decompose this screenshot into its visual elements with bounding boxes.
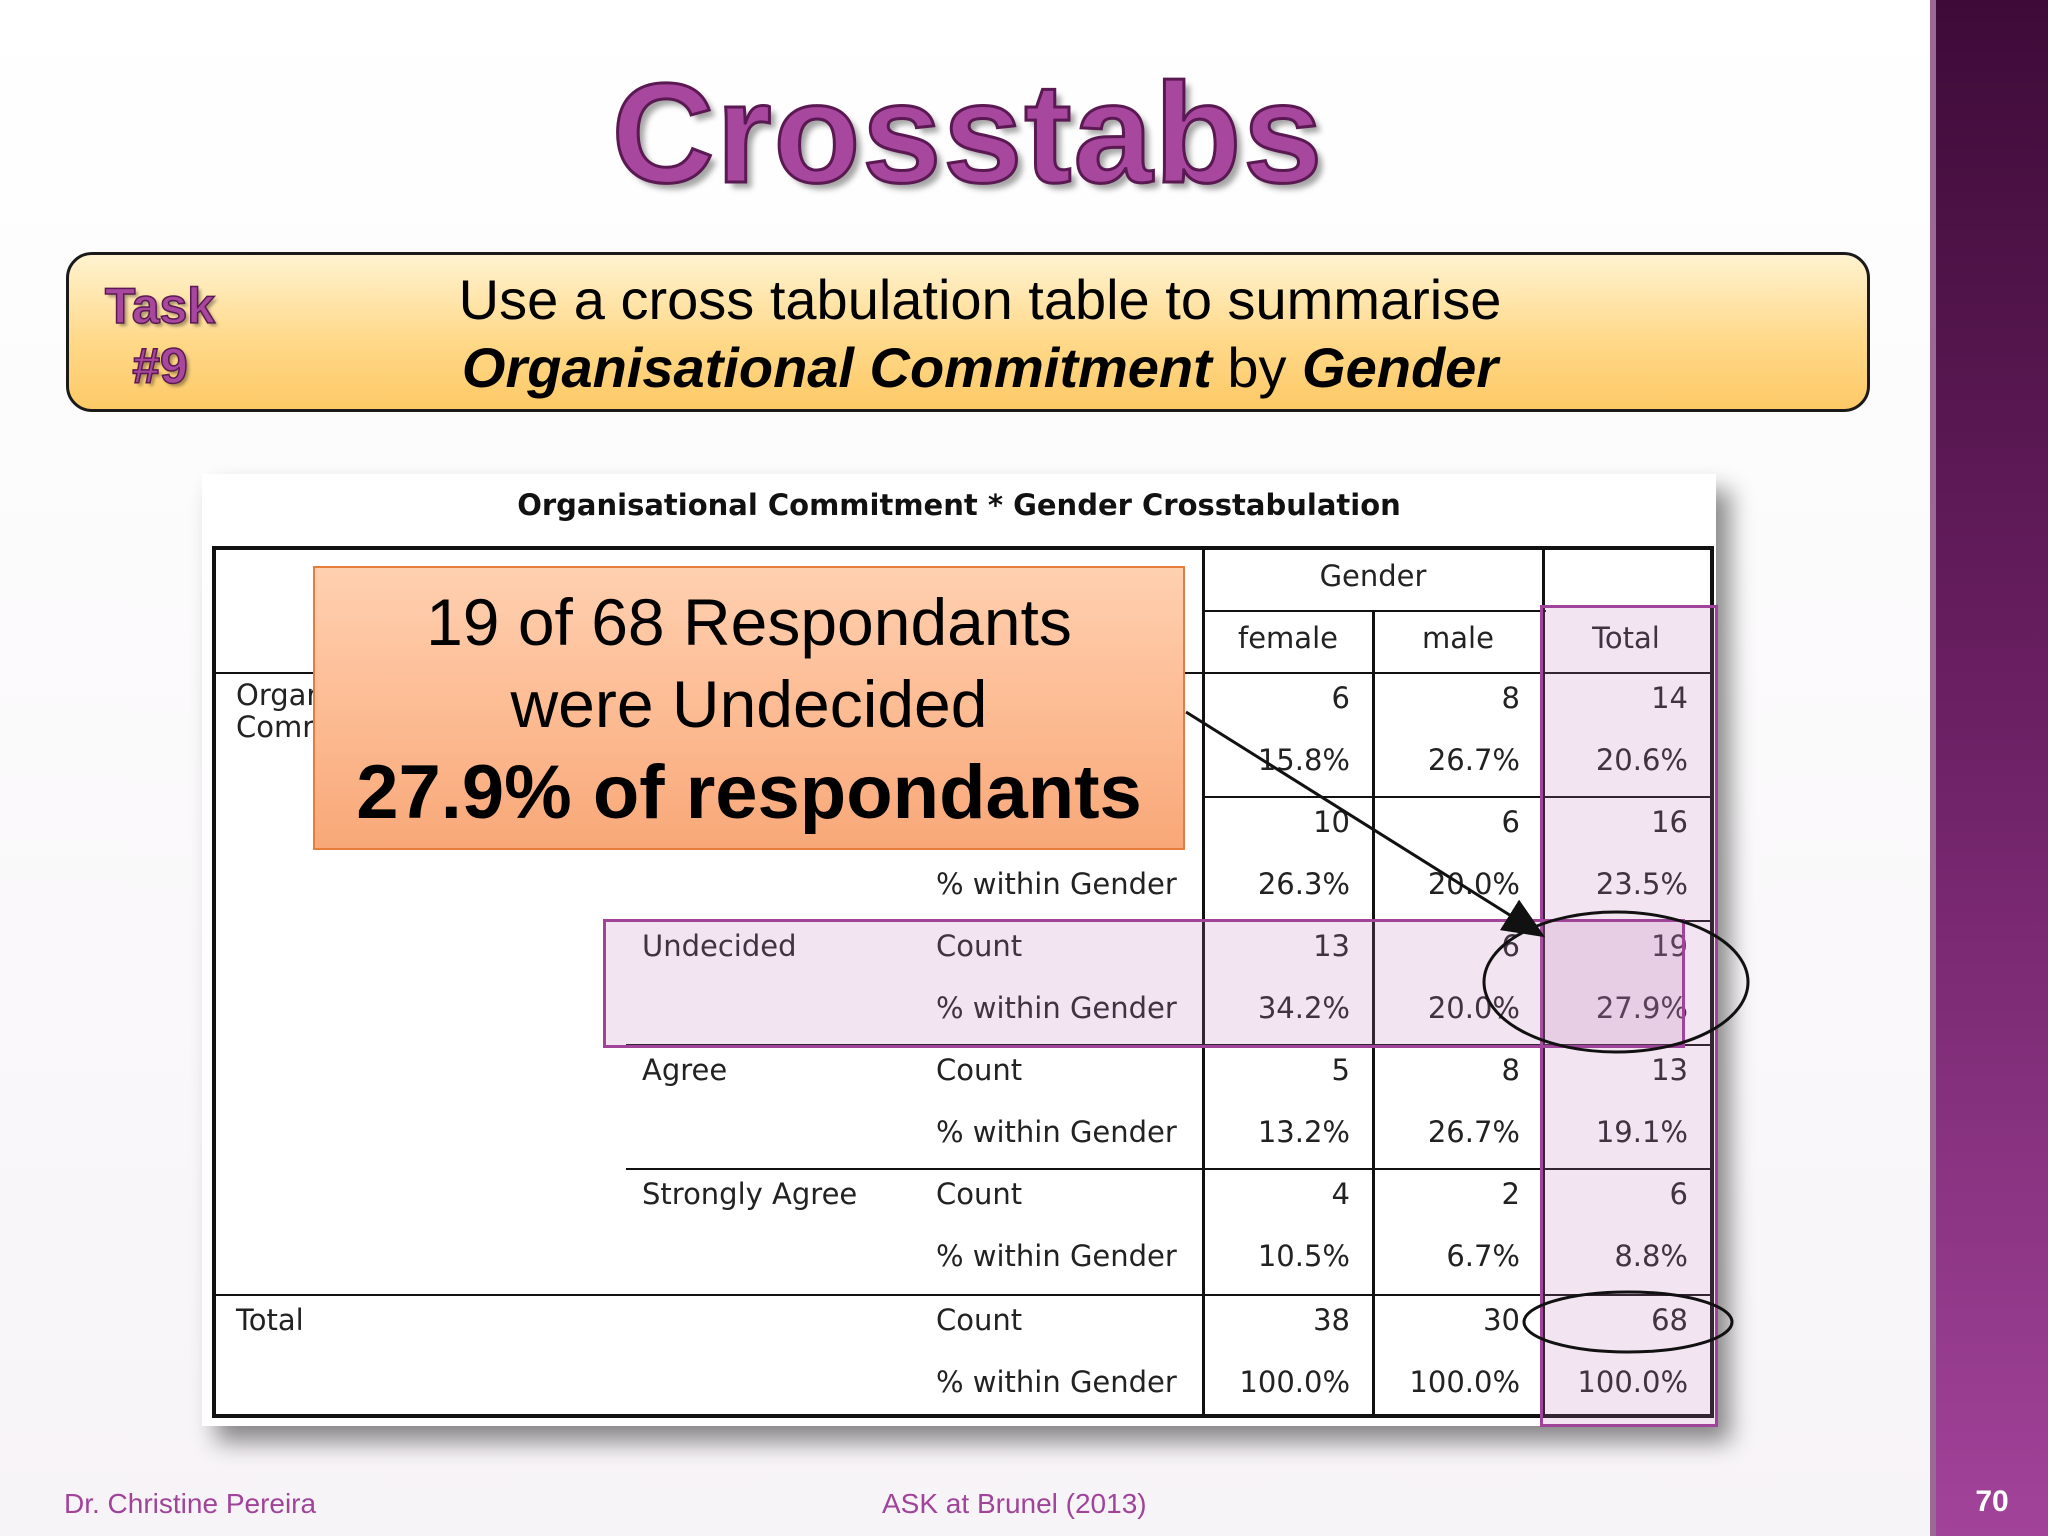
col-divider-female: [1372, 610, 1375, 1414]
header-male: male: [1422, 621, 1494, 655]
grand-total-ellipse: [1522, 1290, 1734, 1354]
footer-author: Dr. Christine Pereira: [64, 1488, 317, 1519]
table-row-3-label: Agree: [642, 1053, 728, 1087]
task-variable-column: Gender: [1302, 336, 1499, 399]
table-row-3-count-1: 8: [1501, 1053, 1520, 1087]
callout-box: 19 of 68 Respondants were Undecided 27.9…: [313, 566, 1185, 850]
total-row-pct-0: 100.0%: [1239, 1365, 1350, 1399]
row-variable-label-1: Orgar: [236, 678, 319, 712]
table-row-0-pct-0: 15.8%: [1257, 743, 1350, 777]
table-row-2-stat-pct: % within Gender: [936, 991, 1177, 1025]
col-divider-male: [1542, 550, 1545, 1414]
table-row-1-pct-2: 23.5%: [1595, 867, 1688, 901]
task-label-line2: #9: [131, 337, 188, 395]
table-row-2-label: Undecided: [642, 929, 797, 963]
total-row-label: Total: [236, 1303, 304, 1337]
table-row-4-pct-1: 6.7%: [1446, 1239, 1520, 1273]
table-row-2-count-0: 13: [1313, 929, 1350, 963]
table-caption: Organisational Commitment * Gender Cross…: [517, 488, 1401, 522]
row-variable-label-2: Comr: [236, 710, 315, 744]
total-row-pct-2: 100.0%: [1577, 1365, 1688, 1399]
task-label-line1: Task: [104, 277, 216, 335]
table-row-4-pct-0: 10.5%: [1257, 1239, 1350, 1273]
total-row-stat-pct: % within Gender: [936, 1365, 1177, 1399]
header-female: female: [1238, 621, 1338, 655]
total-divider: [216, 1294, 1710, 1296]
table-row-4-label: Strongly Agree: [642, 1177, 858, 1211]
table-row-3-count-0: 5: [1331, 1053, 1350, 1087]
task-variable-row: Organisational Commitment: [461, 336, 1212, 399]
header-total: Total: [1592, 621, 1660, 655]
undecided-row-highlight: [603, 919, 1685, 1048]
task-connector: by: [1211, 336, 1303, 399]
table-row-3-pct-0: 13.2%: [1257, 1115, 1350, 1149]
col-divider-stats: [1202, 550, 1205, 1414]
table-row-3-stat-pct: % within Gender: [936, 1115, 1177, 1149]
table-row-0-count-0: 6: [1331, 681, 1350, 715]
task-instructions: Use a cross tabulation table to summaris…: [380, 266, 1580, 402]
side-bar-edge: [1930, 0, 1936, 1536]
table-row-4-count-1: 2: [1501, 1177, 1520, 1211]
callout-line1: 19 of 68 Respondants: [426, 585, 1072, 659]
undecided-total-ellipse: [1482, 910, 1750, 1054]
page-number: 70: [1975, 1485, 2009, 1518]
total-row-count-1: 30: [1483, 1303, 1520, 1337]
table-row-1-pct-0: 26.3%: [1257, 867, 1350, 901]
table-row-1-count-2: 16: [1651, 805, 1688, 839]
table-row-2-pct-0: 34.2%: [1257, 991, 1350, 1025]
row-divider-1: [1203, 796, 1710, 798]
table-row-0-count-1: 8: [1501, 681, 1520, 715]
total-row-count-0: 38: [1313, 1303, 1350, 1337]
table-row-2-count-2: 19: [1651, 929, 1688, 963]
task-line2: Organisational Commitment by Gender: [380, 334, 1580, 402]
table-row-1-count-1: 6: [1501, 805, 1520, 839]
callout-arrow: [1185, 710, 1546, 938]
table-row-0-pct-2: 20.6%: [1595, 743, 1688, 777]
total-row-stat-count: Count: [936, 1303, 1023, 1337]
table-row-4-count-2: 6: [1669, 1177, 1688, 1211]
table-row-3-pct-2: 19.1%: [1595, 1115, 1688, 1149]
table-row-2-pct-2: 27.9%: [1595, 991, 1688, 1025]
table-row-4-count-0: 4: [1331, 1177, 1350, 1211]
row-divider-4: [626, 1168, 1710, 1170]
task-label: Task #9: [90, 276, 230, 396]
table-row-2-stat-count: Count: [936, 929, 1023, 963]
table-row-3-count-2: 13: [1651, 1053, 1688, 1087]
table-row-4-stat-pct: % within Gender: [936, 1239, 1177, 1273]
task-line1: Use a cross tabulation table to summaris…: [458, 268, 1502, 331]
callout-line3: 27.9% of respondants: [356, 750, 1142, 835]
table-row-4-stat-count: Count: [936, 1177, 1023, 1211]
table-row-1-stat-pct: % within Gender: [936, 867, 1177, 901]
header-gender: Gender: [1319, 559, 1427, 593]
table-row-0-count-2: 14: [1651, 681, 1688, 715]
callout-line2: were Undecided: [510, 667, 988, 741]
side-decoration-bar: [1936, 0, 2048, 1536]
table-row-3-stat-count: Count: [936, 1053, 1023, 1087]
table-row-0-pct-1: 26.7%: [1427, 743, 1520, 777]
footer-source: ASK at Brunel (2013): [882, 1488, 1147, 1519]
slide-title: Crosstabs: [610, 53, 1325, 215]
total-column-highlight: [1540, 605, 1718, 1427]
task-box: [66, 252, 1870, 412]
total-row-count-2: 68: [1651, 1303, 1688, 1337]
table-row-3-pct-1: 26.7%: [1427, 1115, 1520, 1149]
total-row-pct-1: 100.0%: [1409, 1365, 1520, 1399]
table-row-4-pct-2: 8.8%: [1614, 1239, 1688, 1273]
